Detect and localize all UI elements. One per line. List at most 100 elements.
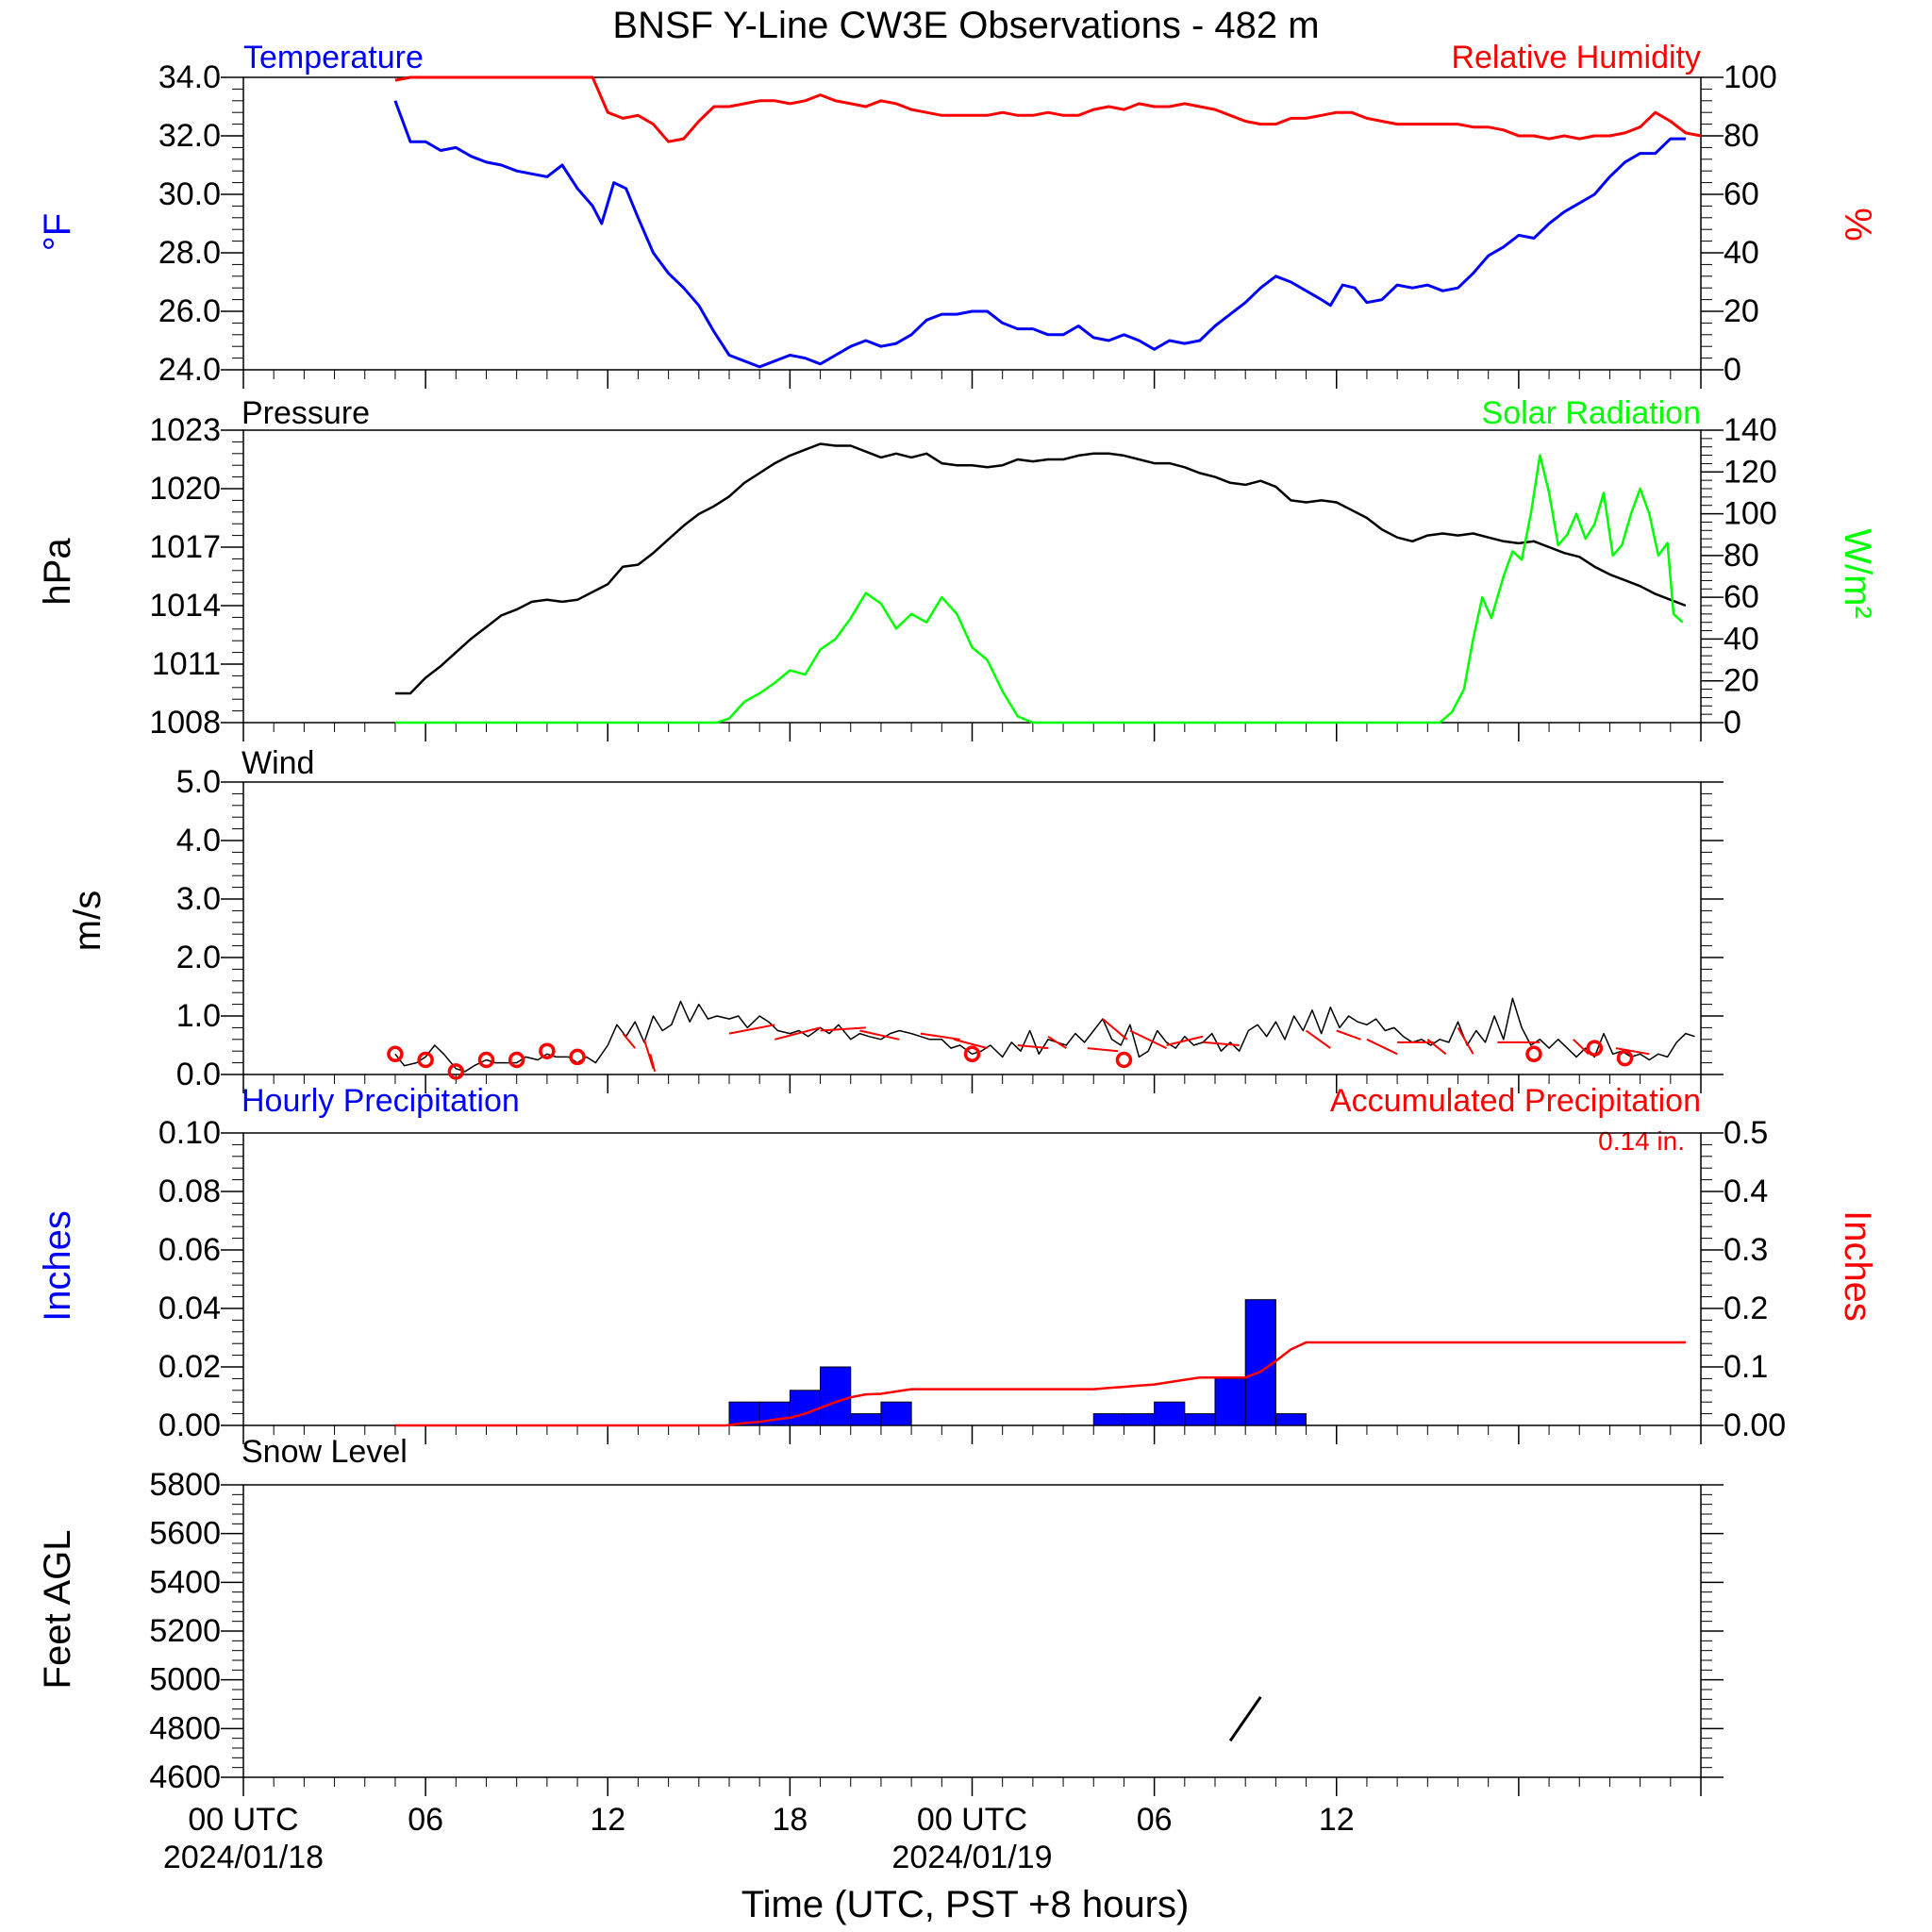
hourly-precip-bar: [789, 1390, 822, 1426]
wind-barb: [1457, 1026, 1474, 1055]
temperature-humidity-panel: Temperature Relative Humidity °F %: [37, 40, 1878, 251]
plot-frame: [242, 781, 1702, 1075]
calm-wind-marker: [1586, 1040, 1604, 1057]
right-tick-label: 120: [1724, 454, 1777, 490]
x-tick-label: 06: [1137, 1802, 1173, 1838]
left-tick-label: 4800: [149, 1710, 221, 1746]
right-tick-label: 140: [1724, 412, 1777, 448]
plot-frame: [242, 429, 1702, 724]
chart-marks: 24.026.028.030.032.034.00204060801001008…: [149, 59, 1786, 1875]
right-tick-label: 20: [1724, 293, 1759, 329]
calm-wind-marker: [1115, 1051, 1133, 1069]
left-tick-label: 0.0: [176, 1057, 221, 1092]
left-tick-label: 2.0: [176, 940, 221, 975]
hourly-precip-bar: [1154, 1401, 1186, 1426]
wind-barb: [1336, 1029, 1361, 1041]
left-tick-label: 5200: [149, 1613, 221, 1649]
x-tick-label: 00 UTC: [917, 1802, 1027, 1838]
wind-barb: [649, 1054, 657, 1073]
wind-barb: [1203, 1041, 1240, 1046]
left-tick-label: 5400: [149, 1564, 221, 1600]
left-tick-label: 0.06: [158, 1232, 221, 1268]
left-tick-label: 26.0: [158, 293, 221, 329]
right-tick-label: 80: [1724, 118, 1759, 154]
wind-barb: [622, 1032, 636, 1049]
left-tick-label: 1011: [152, 646, 221, 682]
panel5-left-title: Snow Level: [242, 1434, 408, 1470]
right-tick-label: 60: [1724, 176, 1759, 212]
right-tick-label: 20: [1724, 663, 1759, 699]
panel1-right-axis-text: %: [1837, 208, 1878, 242]
left-tick-label: 34.0: [158, 59, 221, 95]
right-tick-label: 80: [1724, 538, 1759, 574]
plot-frame: [242, 76, 1702, 371]
hourly-precip-bar: [1244, 1299, 1276, 1426]
x-tick-label: 12: [590, 1802, 625, 1838]
panel4-left-axis-text: Inches: [37, 1210, 78, 1322]
left-tick-label: 1017: [149, 529, 221, 565]
panel4-right-axis-text: Inches: [1837, 1210, 1878, 1322]
wind-line: [394, 997, 1695, 1073]
wind-barb: [728, 1024, 775, 1035]
panel2-left-axis-text: hPa: [37, 538, 78, 606]
wind-barb: [1615, 1047, 1650, 1056]
wind-barb: [1129, 1029, 1167, 1050]
pressure-line: [394, 442, 1687, 695]
left-tick-label: 3.0: [176, 881, 221, 917]
left-tick-label: 28.0: [158, 235, 221, 271]
panel4-right-title: Accumulated Precipitation: [1330, 1083, 1701, 1119]
left-tick-label: 0.10: [158, 1115, 221, 1151]
solar-radiation-line: [394, 454, 1684, 724]
right-tick-label: 40: [1724, 621, 1759, 657]
hourly-precip-bar: [820, 1366, 852, 1426]
left-tick-label: 0.04: [158, 1291, 221, 1326]
chart-title: BNSF Y-Line CW3E Observations - 482 m: [612, 5, 1319, 46]
x-date-label: 2024/01/19: [891, 1840, 1052, 1875]
panel4-left-title: Hourly Precipitation: [242, 1083, 520, 1119]
panel2-right-axis-label: W/m²: [1837, 528, 1878, 619]
relative-humidity-line: [394, 75, 1702, 143]
right-tick-label: 100: [1724, 59, 1777, 95]
left-tick-label: 0.02: [158, 1349, 221, 1385]
hourly-precip-bar: [850, 1413, 882, 1426]
wind-barb: [1426, 1039, 1447, 1056]
panel5-left-axis-text: Feet AGL: [37, 1530, 78, 1690]
panel4-right-axis-label: Inches: [1837, 1210, 1878, 1322]
hourly-precip-bar: [1123, 1413, 1156, 1426]
calm-wind-marker: [387, 1045, 404, 1063]
right-tick-label: 0.1: [1724, 1349, 1768, 1385]
right-tick-label: 0.00: [1724, 1407, 1786, 1443]
x-tick-label: 18: [772, 1802, 808, 1838]
wind-barb: [859, 1029, 900, 1041]
wind-barb: [774, 1026, 821, 1041]
x-axis-label: Time (UTC, PST +8 hours): [741, 1884, 1190, 1925]
left-tick-label: 4600: [149, 1759, 221, 1795]
x-tick-label: 12: [1319, 1802, 1355, 1838]
wind-barb: [1305, 1029, 1331, 1049]
left-tick-label: 0.00: [158, 1407, 221, 1443]
panel2-left-axis-label: hPa: [37, 538, 78, 606]
panel3-left-axis-label: m/s: [67, 891, 108, 951]
calm-wind-marker: [963, 1045, 981, 1063]
wind-barb: [953, 1038, 988, 1050]
left-tick-label: 5.0: [176, 764, 221, 800]
x-tick-label: 00 UTC: [188, 1802, 298, 1838]
panel1-left-title: Temperature: [243, 40, 424, 75]
panel1-left-axis-text: °F: [37, 213, 78, 251]
panel1-left-axis-label: °F: [37, 213, 78, 251]
plot-frame: [242, 1132, 1702, 1426]
snow-level-panel: Snow Level Feet AGL: [37, 1434, 408, 1689]
wind-panel: Wind m/s: [67, 745, 314, 951]
x-tick-label: 06: [408, 1802, 443, 1838]
right-tick-label: 60: [1724, 579, 1759, 615]
precipitation-panel: Hourly Precipitation Accumulated Precipi…: [37, 1083, 1878, 1322]
left-tick-label: 4.0: [176, 823, 221, 858]
left-tick-label: 1023: [149, 412, 221, 448]
wind-barb: [1166, 1035, 1204, 1046]
calm-wind-marker: [1525, 1045, 1542, 1063]
wind-barb: [1573, 1039, 1590, 1056]
right-tick-label: 0.5: [1724, 1115, 1768, 1151]
left-tick-label: 5600: [149, 1516, 221, 1552]
wind-barb: [1047, 1035, 1067, 1049]
